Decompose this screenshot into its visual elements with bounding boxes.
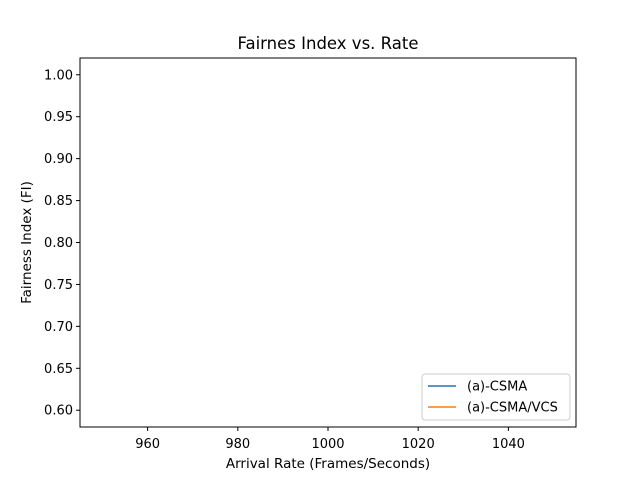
legend-label: (a)-CSMA	[467, 380, 527, 395]
x-axis-label: Arrival Rate (Frames/Seconds)	[226, 456, 430, 472]
x-tick-label: 980	[225, 437, 250, 452]
x-tick-label: 1000	[311, 437, 344, 452]
y-tick-label: 0.60	[44, 404, 73, 419]
legend-label: (a)-CSMA/VCS	[467, 401, 558, 416]
x-tick-label: 960	[135, 437, 160, 452]
y-tick-label: 0.65	[44, 362, 73, 377]
chart-title: Fairnes Index vs. Rate	[238, 34, 419, 53]
x-axis-ticks: 960 980 1000 1020 1040	[135, 427, 525, 452]
plot-frame	[79, 57, 577, 428]
y-axis-label: Fairness Index (FI)	[19, 181, 35, 304]
y-tick-label: 0.90	[44, 152, 73, 167]
legend: (a)-CSMA (a)-CSMA/VCS	[421, 373, 571, 421]
y-tick-label: 1.00	[44, 68, 73, 83]
x-tick-label: 1020	[402, 437, 435, 452]
legend-box	[421, 373, 571, 421]
y-tick-label: 0.85	[44, 194, 73, 209]
y-axis-ticks: 0.60 0.65 0.70 0.75 0.80 0.85 0.90 0.95 1.00	[44, 68, 80, 419]
y-tick-label: 0.70	[44, 320, 73, 335]
y-tick-label: 0.80	[44, 236, 73, 251]
y-tick-label: 0.95	[44, 110, 73, 125]
y-tick-label: 0.75	[44, 278, 73, 293]
x-tick-label: 1040	[492, 437, 525, 452]
